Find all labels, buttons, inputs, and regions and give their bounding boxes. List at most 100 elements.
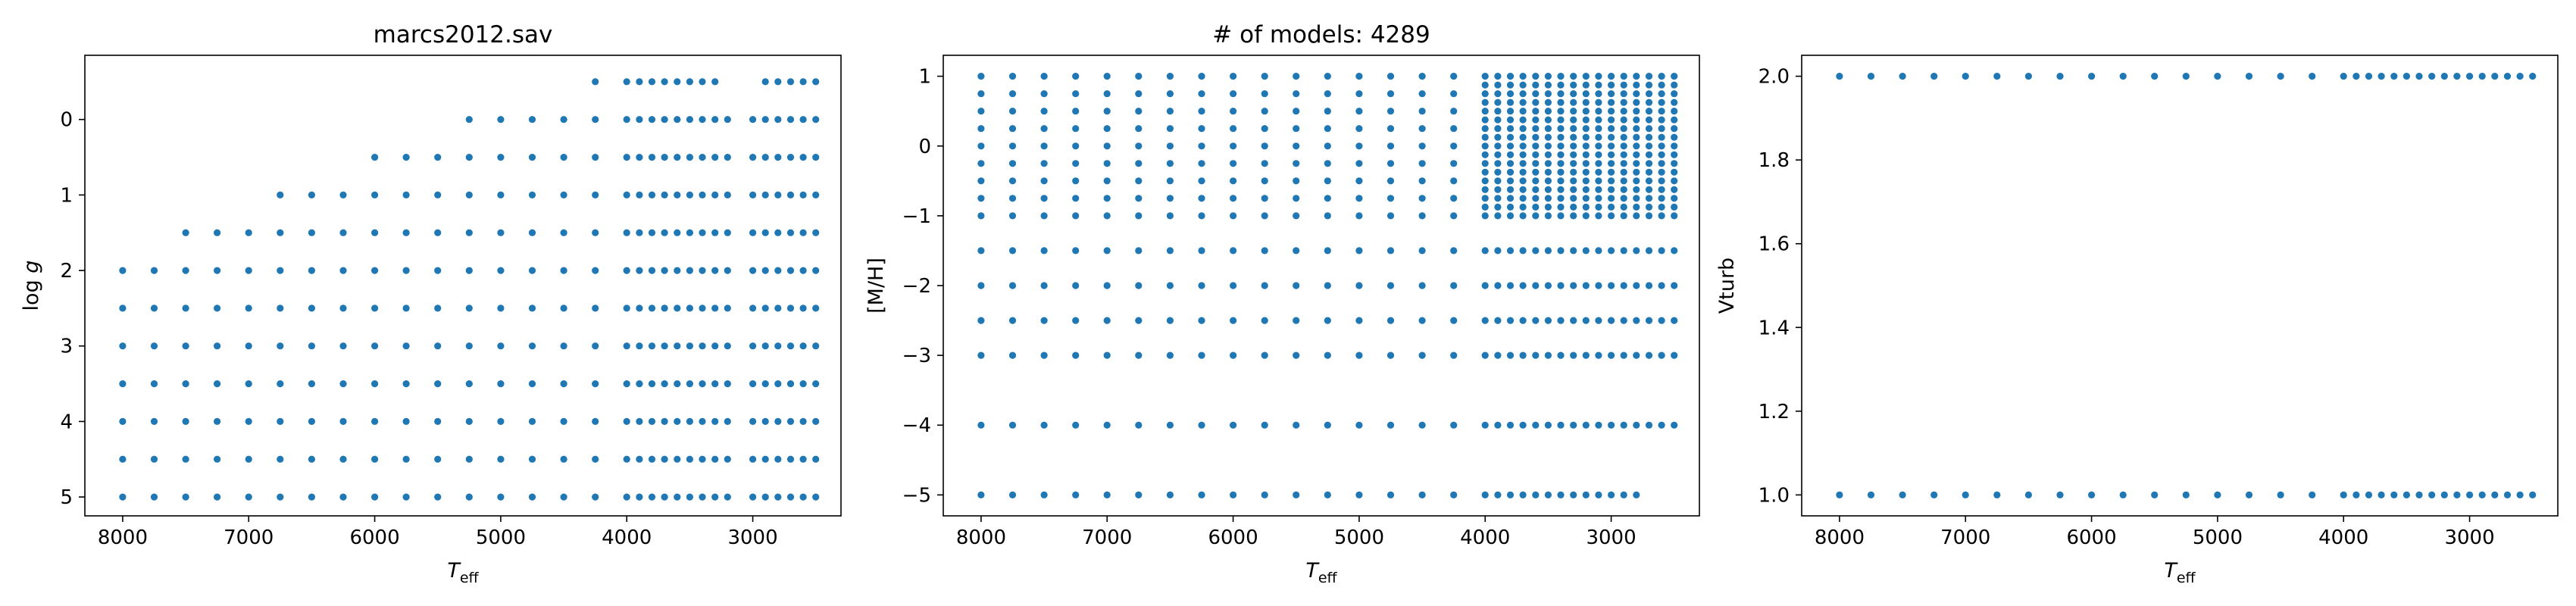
data-point [1595, 247, 1602, 255]
data-point [1324, 317, 1331, 324]
data-point [1230, 160, 1237, 167]
data-point [699, 305, 706, 312]
x-tick-label: 5000 [2193, 526, 2243, 549]
data-point [2245, 491, 2253, 499]
data-point [1544, 90, 1552, 98]
data-point [1608, 491, 1615, 499]
data-point [1658, 247, 1665, 255]
data-point [560, 191, 567, 198]
data-point [1519, 125, 1527, 133]
data-point [1481, 108, 1489, 115]
data-point [623, 493, 630, 501]
data-point [1544, 73, 1552, 80]
data-point [1450, 282, 1458, 289]
data-point [1008, 90, 1017, 98]
data-point [1658, 133, 1665, 141]
data-point [1324, 177, 1331, 185]
y-tick-label: 1.6 [1758, 233, 1790, 256]
data-point [1595, 108, 1602, 115]
data-point [1494, 351, 1502, 359]
data-point [749, 229, 757, 236]
data-point [1570, 151, 1577, 158]
data-point [1608, 177, 1615, 185]
data-point [2119, 491, 2127, 499]
data-point [1040, 282, 1048, 289]
data-point [1608, 282, 1615, 289]
data-point [761, 154, 769, 161]
data-point [1494, 160, 1502, 167]
data-point [1519, 421, 1527, 429]
data-point [1557, 491, 1565, 499]
x-tick-label: 3000 [727, 526, 777, 549]
data-point [1230, 90, 1237, 98]
data-point [1040, 73, 1048, 80]
data-point [182, 455, 189, 463]
data-point [1324, 160, 1331, 167]
y-tick-label: 2 [60, 260, 73, 283]
data-point [774, 116, 782, 123]
data-point [1418, 160, 1426, 167]
data-point [1582, 282, 1590, 289]
data-point [1570, 186, 1577, 193]
data-point [1166, 351, 1174, 359]
data-point [1506, 282, 1515, 289]
data-point [119, 380, 127, 388]
data-point [308, 191, 315, 198]
data-point [1671, 133, 1678, 141]
data-point [1198, 177, 1205, 185]
data-point [1633, 195, 1640, 202]
data-point [277, 380, 284, 388]
data-point [799, 154, 807, 161]
data-point [1355, 160, 1363, 167]
data-point [2440, 73, 2448, 80]
data-point [1544, 168, 1552, 176]
data-point [661, 305, 668, 312]
data-point [761, 191, 769, 198]
data-point [1608, 81, 1615, 89]
data-point [1230, 351, 1237, 359]
data-point [434, 191, 442, 198]
chart-title: # of models: 4289 [1212, 21, 1430, 48]
data-point [1595, 81, 1602, 89]
data-point [1544, 98, 1552, 106]
data-point [648, 417, 656, 426]
data-point [786, 417, 795, 426]
data-point [1040, 195, 1048, 202]
data-point [761, 229, 769, 236]
data-point [1072, 90, 1080, 98]
data-point [402, 229, 410, 236]
data-point [1293, 317, 1300, 324]
data-point [623, 305, 630, 312]
y-axis-label: log g [20, 261, 43, 311]
data-point [1836, 491, 1843, 499]
data-point [623, 417, 630, 426]
data-point [1519, 177, 1527, 185]
data-point [528, 191, 536, 198]
data-point [761, 305, 769, 312]
data-point [371, 455, 379, 463]
data-point [1293, 282, 1300, 289]
data-point [786, 229, 795, 236]
data-point [1506, 73, 1515, 80]
data-point [1072, 73, 1080, 80]
data-point [1293, 491, 1300, 499]
data-point [648, 455, 656, 463]
data-point [371, 493, 379, 501]
data-point [648, 116, 656, 123]
data-point [799, 380, 807, 388]
data-point [724, 229, 731, 236]
data-point [1072, 160, 1080, 167]
data-point [1557, 73, 1565, 80]
data-point [699, 455, 706, 463]
data-point [1570, 421, 1577, 429]
data-point [1645, 168, 1653, 176]
data-point [2466, 491, 2474, 499]
data-point [1645, 73, 1653, 80]
data-point [1582, 212, 1590, 220]
data-point [1040, 421, 1048, 429]
data-point [1633, 168, 1640, 176]
data-point [977, 212, 985, 220]
data-point [1645, 108, 1653, 115]
data-point [699, 191, 706, 198]
plot-frame [1801, 55, 2559, 517]
